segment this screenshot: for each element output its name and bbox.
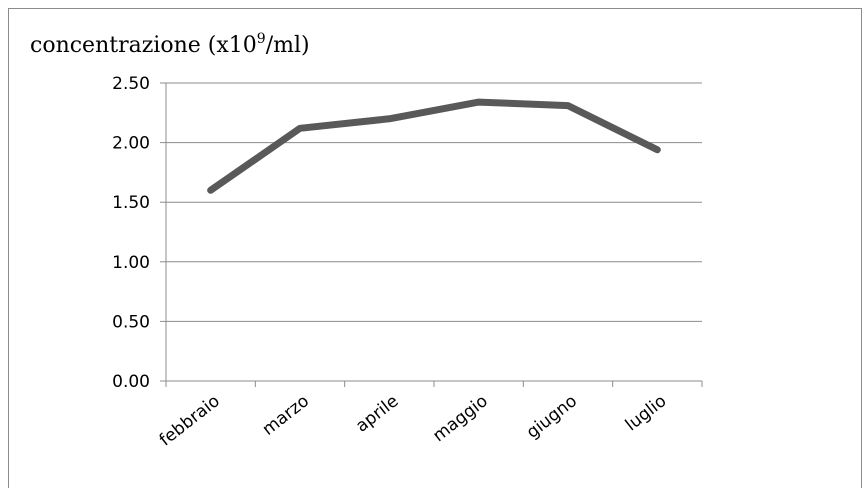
y-tick-label-3: 1.50 <box>112 193 150 213</box>
chart-title-suffix: /ml) <box>266 33 310 58</box>
y-tick-label-1: 0.50 <box>112 312 150 332</box>
y-tick-labels: 0.00 0.50 1.00 1.50 2.00 2.50 <box>112 74 150 392</box>
y-tick-label-0: 0.00 <box>112 372 150 392</box>
chart-title: concentrazione (x109/ml) <box>30 31 310 58</box>
x-tick-label-1: marzo <box>259 391 313 440</box>
x-tick-label-0: febbraio <box>156 391 224 450</box>
x-tick-label-2: aprile <box>352 391 402 436</box>
x-tick-label-5: luglio <box>622 391 671 435</box>
y-tick-label-4: 2.00 <box>112 134 150 154</box>
chart-title-main: concentrazione (x10 <box>30 33 257 58</box>
series-line-0 <box>211 102 658 190</box>
x-tick-label-3: maggio <box>429 391 491 446</box>
y-tick-label-2: 1.00 <box>112 253 150 273</box>
chart-title-superscript: 9 <box>257 31 266 47</box>
x-tick-labels: febbraio marzo aprile maggio giugno luglio <box>156 391 671 450</box>
y-tick-label-5: 2.50 <box>112 74 150 94</box>
x-tick-label-4: giugno <box>523 391 581 443</box>
grid-layer <box>166 83 702 321</box>
series-layer <box>211 102 658 190</box>
